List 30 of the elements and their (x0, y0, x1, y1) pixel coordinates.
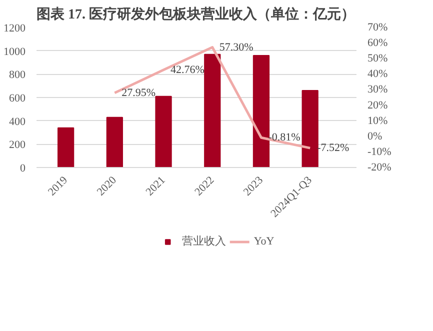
y-tick-label: 1200 (4, 22, 26, 34)
bar (252, 55, 270, 168)
chart-title: 图表 17. 医疗研发外包板块营业收入（单位：亿元） (36, 6, 355, 22)
data-label: -0.81% (268, 132, 300, 144)
legend-label: YoY (254, 235, 274, 247)
bar (155, 96, 172, 168)
y-tick-label: 1000 (4, 46, 26, 58)
bar (302, 90, 318, 168)
y-tick-label: 400 (9, 116, 26, 128)
y2-tick-label: -20% (368, 162, 392, 174)
bar (204, 54, 221, 168)
y2-tick-label: 30% (368, 84, 388, 96)
y2-tick-label: 70% (368, 22, 388, 34)
data-label: 42.76% (170, 64, 204, 76)
y2-tick-label: 10% (368, 114, 388, 127)
y2-tick-label: 60% (368, 37, 388, 50)
y2-tick-label: 50% (368, 52, 388, 65)
y-tick-label: 600 (9, 92, 26, 104)
y-tick-label: 800 (9, 69, 26, 82)
y2-tick-label: 20% (368, 99, 388, 112)
data-label: 57.30% (219, 41, 254, 54)
bar (106, 116, 123, 168)
legend-label: 营业收入 (182, 234, 226, 248)
y-tick-label: 200 (9, 139, 26, 152)
y2-tick-label: 40% (368, 68, 388, 80)
y2-tick-label: -10% (368, 146, 392, 158)
data-label: 27.95% (122, 86, 156, 99)
y2-tick-label: 0% (368, 130, 382, 142)
bar (57, 127, 74, 168)
y-tick-label: 0 (20, 162, 26, 174)
